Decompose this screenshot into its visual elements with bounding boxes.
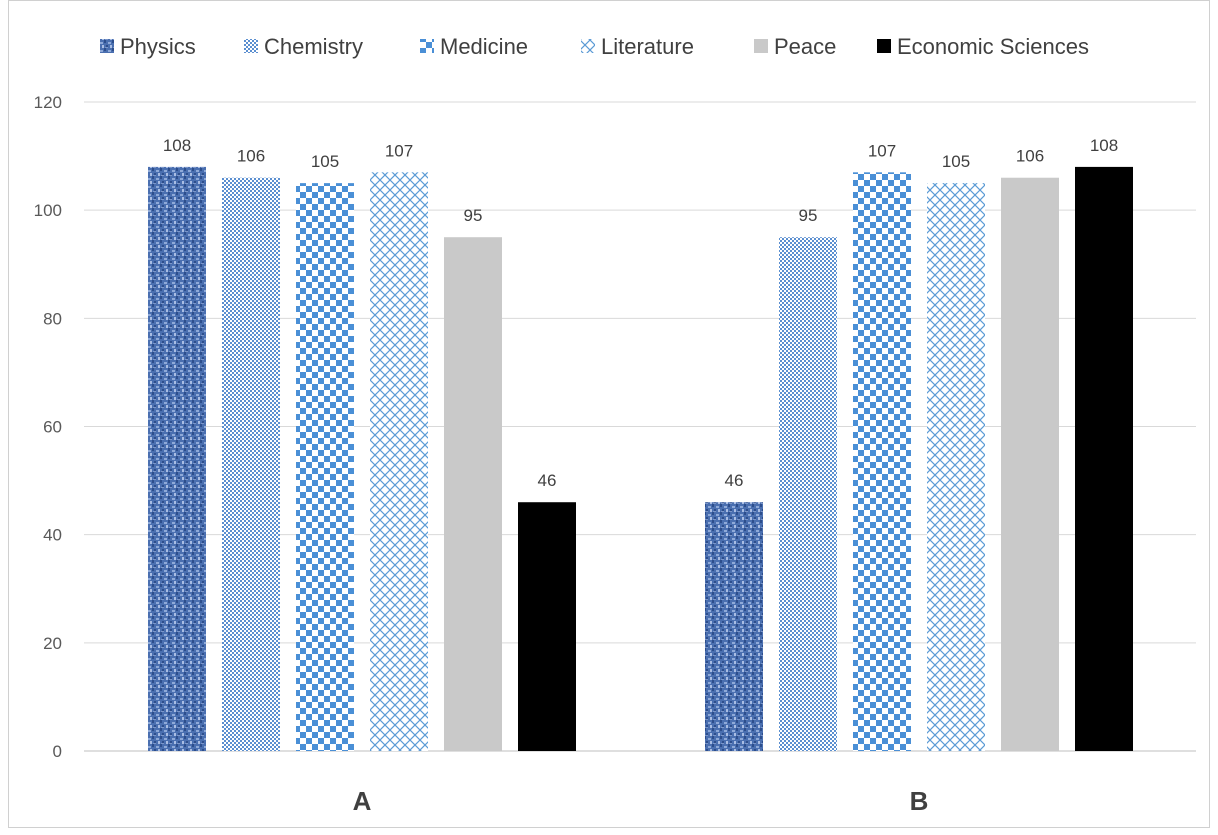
legend-item: Peace bbox=[754, 34, 836, 59]
bar-a-literature bbox=[370, 172, 428, 751]
legend-swatch bbox=[244, 39, 258, 53]
category-label: B bbox=[910, 786, 929, 816]
y-tick-label: 100 bbox=[34, 201, 62, 220]
legend: Physics Chemistry Medicine Literature Peace E… bbox=[100, 34, 1089, 59]
legend-swatch bbox=[877, 39, 891, 53]
data-label: 46 bbox=[725, 471, 744, 490]
data-label: 95 bbox=[464, 206, 483, 225]
legend-swatch bbox=[581, 39, 595, 53]
legend-item: Medicine bbox=[420, 34, 528, 59]
category-label: A bbox=[353, 786, 372, 816]
legend-swatch bbox=[754, 39, 768, 53]
data-labels: 108 106 105 107 95 46 46 95 107 105 106 108 bbox=[163, 136, 1118, 490]
bars bbox=[148, 166, 1133, 752]
legend-swatch bbox=[100, 39, 114, 53]
y-tick-label: 0 bbox=[53, 742, 62, 761]
bar-a-peace bbox=[444, 237, 502, 752]
y-tick-label: 20 bbox=[43, 634, 62, 653]
bar-a-chemistry bbox=[222, 177, 280, 751]
y-tick-label: 60 bbox=[43, 418, 62, 437]
data-label: 106 bbox=[237, 147, 265, 166]
legend-label: Literature bbox=[601, 34, 694, 59]
data-label: 107 bbox=[385, 141, 413, 160]
data-label: 105 bbox=[942, 152, 970, 171]
data-label: 46 bbox=[538, 471, 557, 490]
bar-a-medicine bbox=[296, 183, 354, 751]
legend-label: Economic Sciences bbox=[897, 34, 1089, 59]
legend-swatch bbox=[420, 39, 434, 53]
legend-item: Physics bbox=[100, 34, 196, 59]
legend-item: Economic Sciences bbox=[877, 34, 1089, 59]
bar-b-peace bbox=[1001, 177, 1059, 751]
bar-b-literature bbox=[927, 183, 985, 751]
legend-label: Chemistry bbox=[264, 34, 363, 59]
legend-label: Medicine bbox=[440, 34, 528, 59]
legend-item: Chemistry bbox=[244, 34, 363, 59]
legend-label: Physics bbox=[120, 34, 196, 59]
data-label: 106 bbox=[1016, 147, 1044, 166]
y-tick-label: 40 bbox=[43, 526, 62, 545]
bar-b-economic-sciences bbox=[1075, 166, 1133, 751]
bar-a-economic-sciences bbox=[518, 502, 576, 751]
bar-a-physics bbox=[148, 166, 206, 751]
data-label: 107 bbox=[868, 141, 896, 160]
data-label: 95 bbox=[799, 206, 818, 225]
y-axis-ticks: 0 20 40 60 80 100 120 bbox=[34, 93, 62, 761]
y-tick-label: 120 bbox=[34, 93, 62, 112]
legend-label: Peace bbox=[774, 34, 836, 59]
bar-b-chemistry bbox=[779, 237, 837, 752]
bar-b-medicine bbox=[853, 172, 911, 751]
data-label: 108 bbox=[163, 136, 191, 155]
data-label: 105 bbox=[311, 152, 339, 171]
bar-b-physics bbox=[705, 502, 763, 751]
y-tick-label: 80 bbox=[43, 309, 62, 328]
data-label: 108 bbox=[1090, 136, 1118, 155]
legend-item: Literature bbox=[581, 34, 694, 59]
